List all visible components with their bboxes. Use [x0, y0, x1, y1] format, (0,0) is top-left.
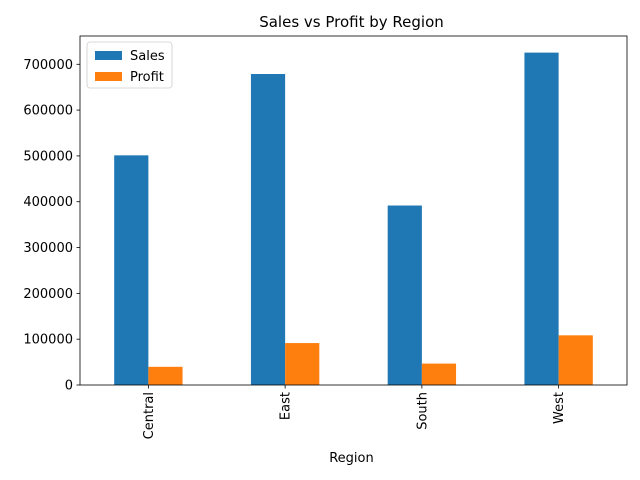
bar-sales-west — [524, 52, 559, 386]
y-tick-label: 300000 — [23, 241, 73, 256]
bar-profit-south — [421, 363, 457, 385]
bar-sales-east — [250, 74, 286, 386]
y-axis-ticks: 0 100000 200000 300000 400000 500000 600000 700… — [23, 58, 80, 394]
legend: Sales Profit — [86, 41, 173, 89]
y-tick-label: 400000 — [23, 195, 73, 210]
x-tick-label: South — [415, 392, 430, 430]
y-tick-label: 500000 — [23, 149, 73, 164]
bars-group — [114, 52, 593, 386]
y-tick-label: 700000 — [23, 58, 73, 73]
y-tick-label: 600000 — [23, 104, 73, 119]
bar-profit-west — [558, 335, 593, 385]
x-axis-title: Region — [329, 451, 374, 466]
legend-label-sales: Sales — [130, 49, 165, 64]
x-tick-label: West — [552, 392, 567, 424]
x-tick-label: Central — [142, 392, 157, 439]
y-tick-label: 0 — [65, 379, 73, 394]
bar-sales-south — [387, 205, 422, 385]
x-axis-ticks: Central East South West — [142, 385, 567, 439]
legend-swatch-sales — [95, 51, 122, 60]
bar-sales-central — [114, 155, 149, 385]
legend-label-profit: Profit — [130, 70, 164, 85]
axes-group — [79, 35, 628, 386]
bar-profit-central — [148, 366, 183, 385]
x-tick-label: East — [279, 392, 294, 420]
y-tick-label: 200000 — [23, 287, 73, 302]
plot-frame — [79, 35, 628, 386]
bar-profit-east — [285, 343, 320, 385]
y-tick-label: 100000 — [23, 333, 73, 348]
chart-title: Sales vs Profit by Region — [259, 13, 444, 31]
legend-swatch-profit — [95, 72, 122, 81]
